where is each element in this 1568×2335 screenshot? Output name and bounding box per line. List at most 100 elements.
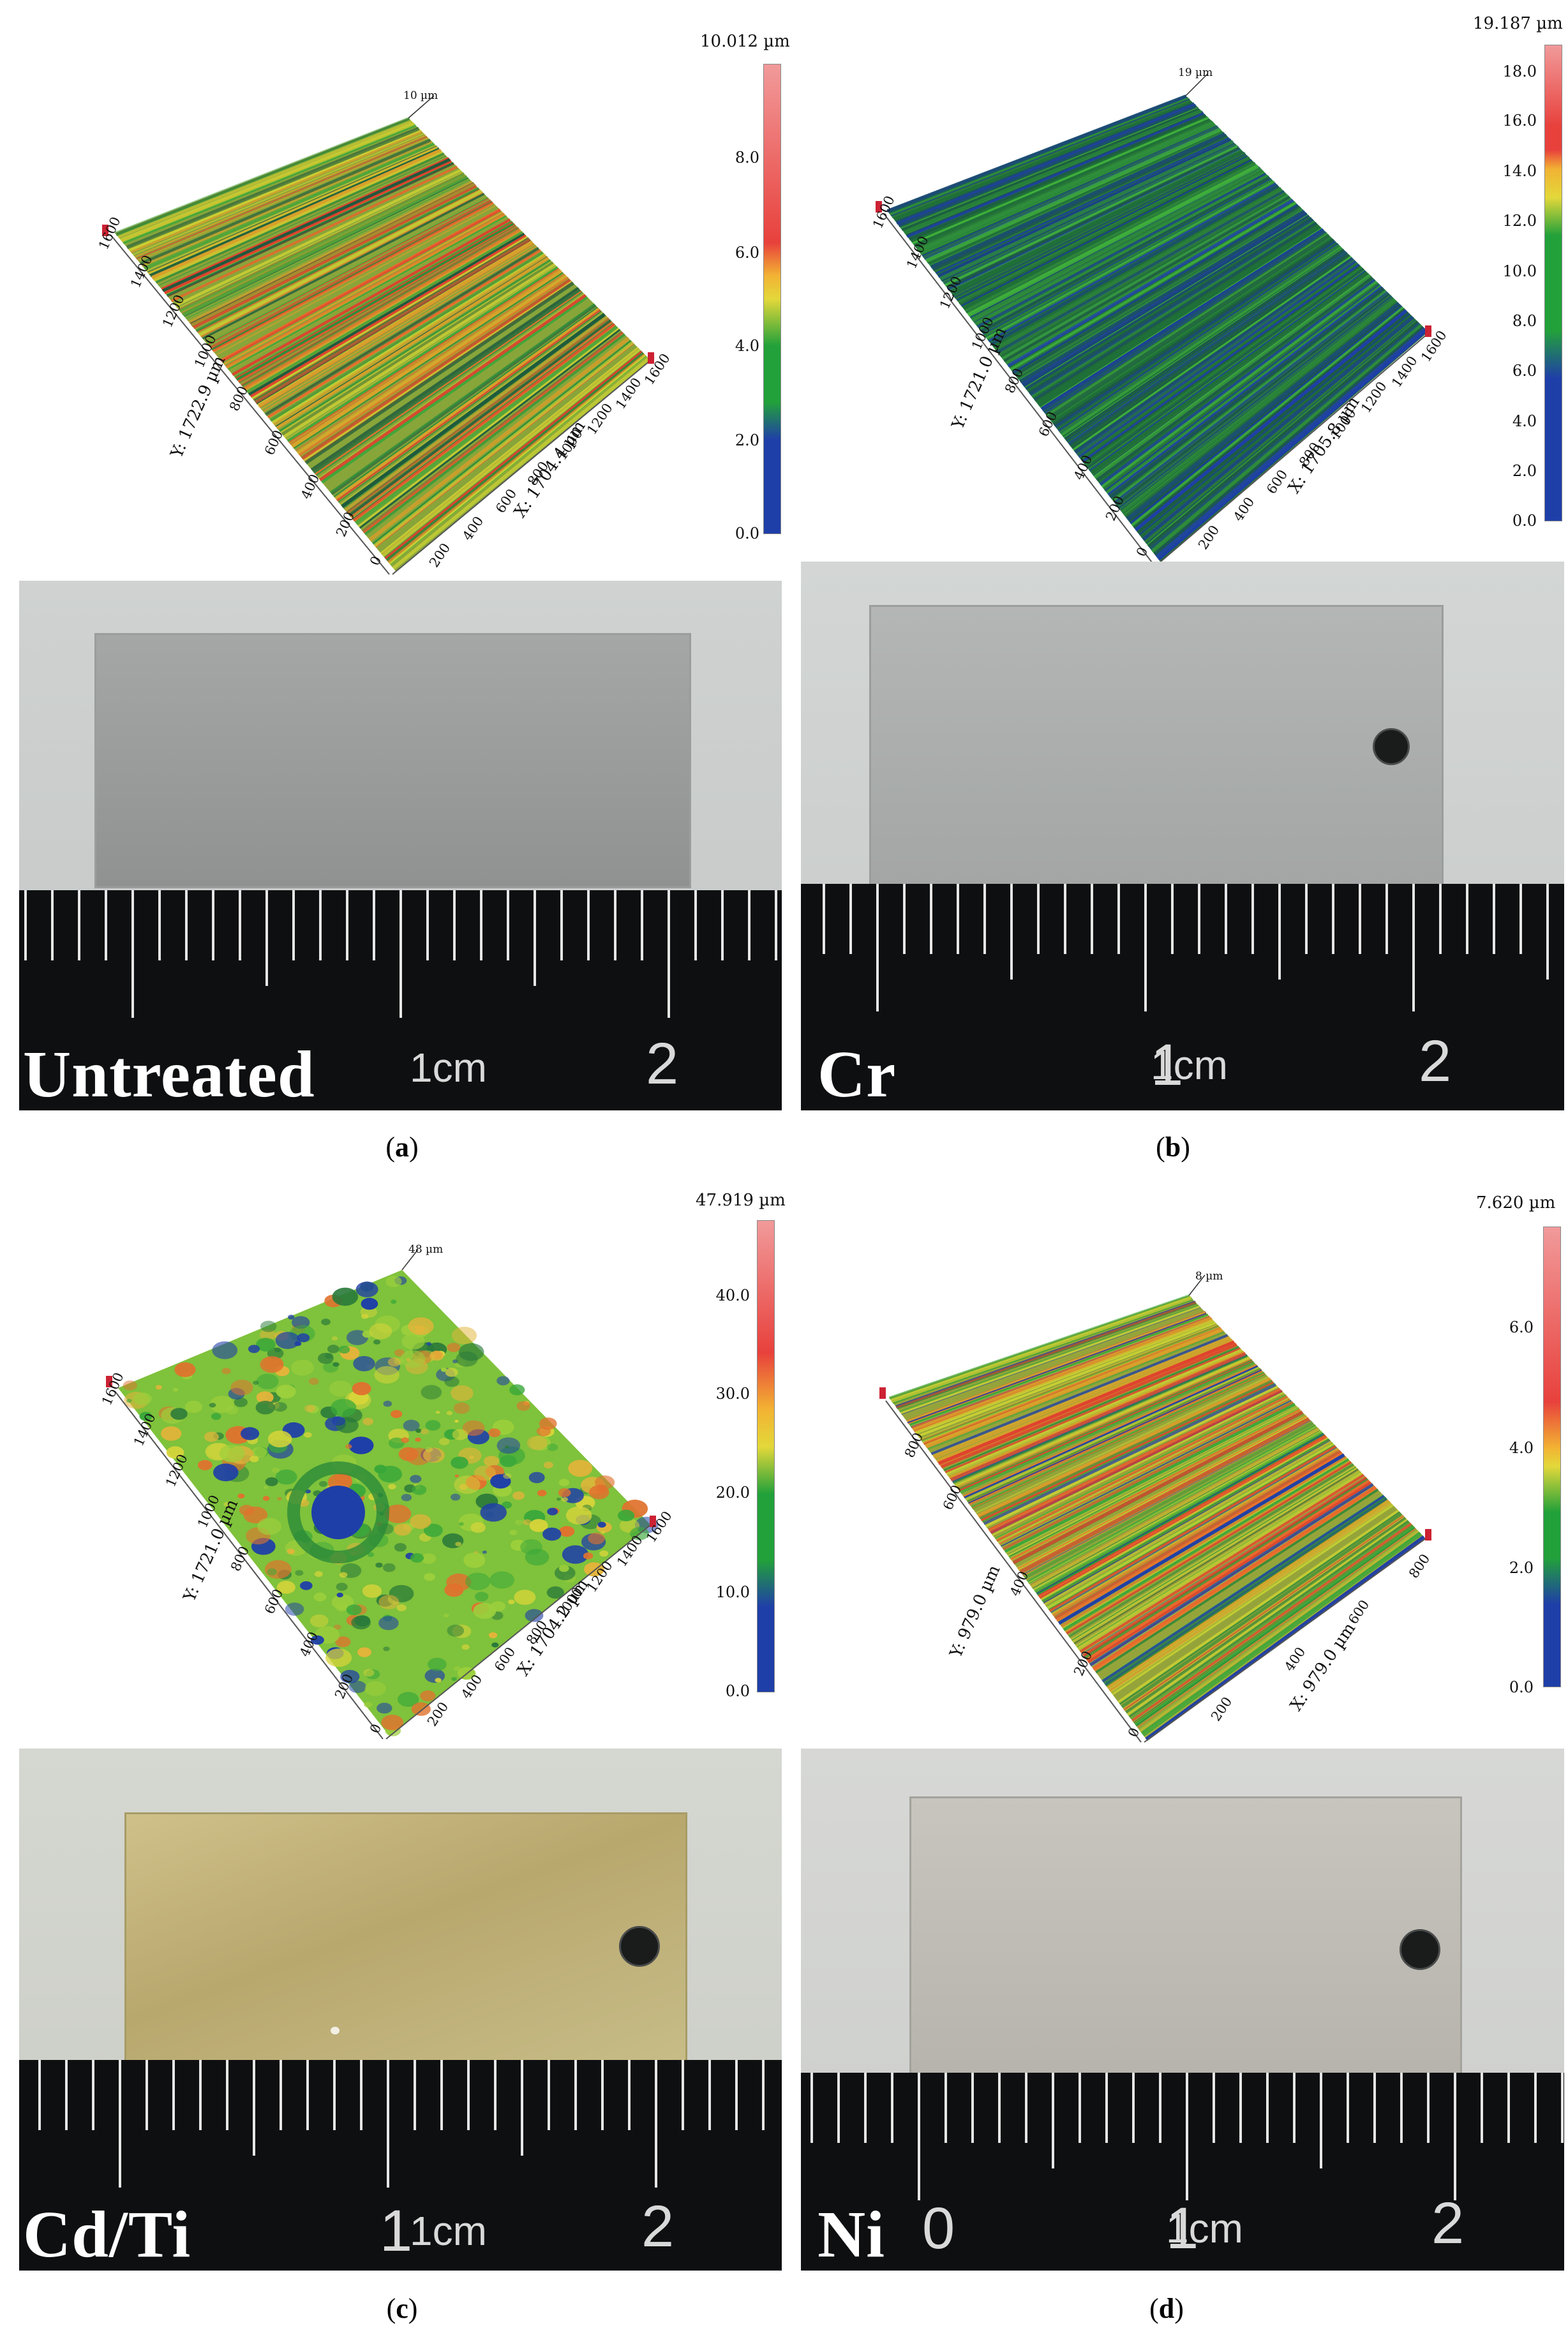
panel-caption: (a) (385, 1131, 419, 1163)
surface-stripe (903, 108, 1202, 234)
surface-feature (241, 1427, 260, 1440)
surface-feature (480, 1503, 507, 1522)
surface-stripe (930, 132, 1226, 269)
surface-stripe (130, 130, 423, 253)
surface-feature (456, 1351, 478, 1367)
surface-feature (335, 1636, 351, 1648)
ruler: 0 1 1cm 2 (801, 2073, 1564, 2271)
surface-feature (331, 1594, 354, 1610)
surface-feature (422, 1447, 445, 1463)
surface-stripe (1140, 1532, 1421, 1734)
surface-feature (336, 1583, 348, 1591)
surface-stripe (919, 122, 1216, 255)
surface-stripe (1092, 1486, 1377, 1671)
surface-feature (310, 1614, 329, 1628)
surface-stripe (1010, 202, 1296, 371)
surface-stripe (1024, 1421, 1314, 1579)
surface-stripe (891, 98, 1190, 217)
surface-stripe (1024, 214, 1308, 388)
surface-stripe (992, 1391, 1284, 1536)
surface-feature (558, 1565, 569, 1572)
surface-feature (447, 1343, 461, 1352)
surface-stripe (257, 241, 534, 408)
surface-stripe (1115, 292, 1390, 506)
surface-feature (425, 1420, 441, 1431)
surface-stripe (216, 204, 497, 355)
surface-stripe (895, 1301, 1197, 1409)
surface-feature (331, 1399, 357, 1417)
surface-stripe (930, 1334, 1228, 1456)
surface-stripe (977, 1377, 1271, 1518)
surface-stripe (891, 1296, 1192, 1403)
ruler-two: 2 (1419, 1029, 1452, 1094)
surface-stripe (147, 145, 438, 274)
surface-stripe (211, 200, 493, 351)
surface-stripe (936, 1338, 1234, 1463)
surface-stripe (246, 231, 524, 394)
surface-feature (588, 1532, 605, 1545)
surface-stripe (1134, 309, 1408, 532)
surface-stripe (1103, 281, 1379, 491)
surface-feature (558, 1479, 570, 1486)
surface-stripe (1123, 1514, 1404, 1710)
surface-feature (451, 1677, 457, 1681)
surface-stripe (311, 287, 581, 474)
surface-feature (265, 1477, 278, 1486)
surface-feature (556, 1497, 561, 1501)
surface-feature (452, 1429, 468, 1440)
surface-feature (378, 1465, 402, 1483)
surface-stripe (202, 193, 485, 340)
small-pit (331, 2027, 340, 2034)
surface-stripe (925, 128, 1221, 263)
surface-feature (447, 1624, 465, 1637)
colorbar (757, 1220, 775, 1692)
surface-stripe (315, 290, 582, 475)
sample-photo-a: 1cm 2 Untreated (19, 581, 782, 1110)
surface-stripe (262, 246, 537, 412)
surface-feature (161, 1426, 182, 1441)
surface-feature (204, 1431, 219, 1442)
surface-stripe (957, 1359, 1253, 1490)
surface-stripe (281, 261, 554, 436)
surface-stripe (1101, 1495, 1385, 1683)
surface-stripe (235, 221, 513, 379)
surface-feature (375, 1562, 383, 1568)
surface-stripe (174, 168, 461, 308)
surface-stripe (250, 234, 526, 398)
surface-stripe (365, 334, 626, 536)
surface-stripe (1120, 297, 1396, 514)
surface-feature (500, 1455, 517, 1467)
surface-stripe (973, 170, 1263, 323)
surface-stripe (1139, 313, 1410, 535)
surface-feature (396, 1604, 407, 1611)
surface-stripe (946, 1348, 1243, 1475)
surface-stripe (945, 1347, 1241, 1473)
surface-stripe (1107, 285, 1383, 496)
surface-stripe (1093, 273, 1370, 476)
surface-feature (383, 1400, 392, 1407)
surface-stripe (978, 174, 1269, 331)
surface-feature (332, 1287, 359, 1306)
surface-stripe (1145, 1536, 1424, 1739)
surface-stripe (1036, 1433, 1324, 1594)
surface-stripe (956, 1358, 1251, 1488)
surface-stripe (1085, 266, 1363, 466)
surface-stripe (916, 120, 1213, 249)
surface-stripe (945, 145, 1238, 286)
colorbar-tick: 30.0 (715, 1385, 750, 1403)
surface-feature (435, 1678, 442, 1683)
surface-feature (455, 1542, 462, 1547)
surface-stripe (241, 226, 518, 386)
surface-stripe (1128, 1519, 1410, 1718)
surface-stripe (1027, 1426, 1317, 1584)
surface-stripe (279, 259, 551, 433)
surface-stripe (271, 253, 546, 424)
surface-stripe (1019, 1417, 1310, 1574)
surface-feature (398, 1447, 419, 1461)
surface-feature (483, 1456, 500, 1467)
surface-feature (503, 1473, 512, 1479)
ruler-one: 1 (1166, 2196, 1199, 2261)
surface-feature (497, 1376, 510, 1385)
surface-stripe (994, 187, 1283, 351)
colorbar-tick: 14.0 (1502, 162, 1537, 180)
